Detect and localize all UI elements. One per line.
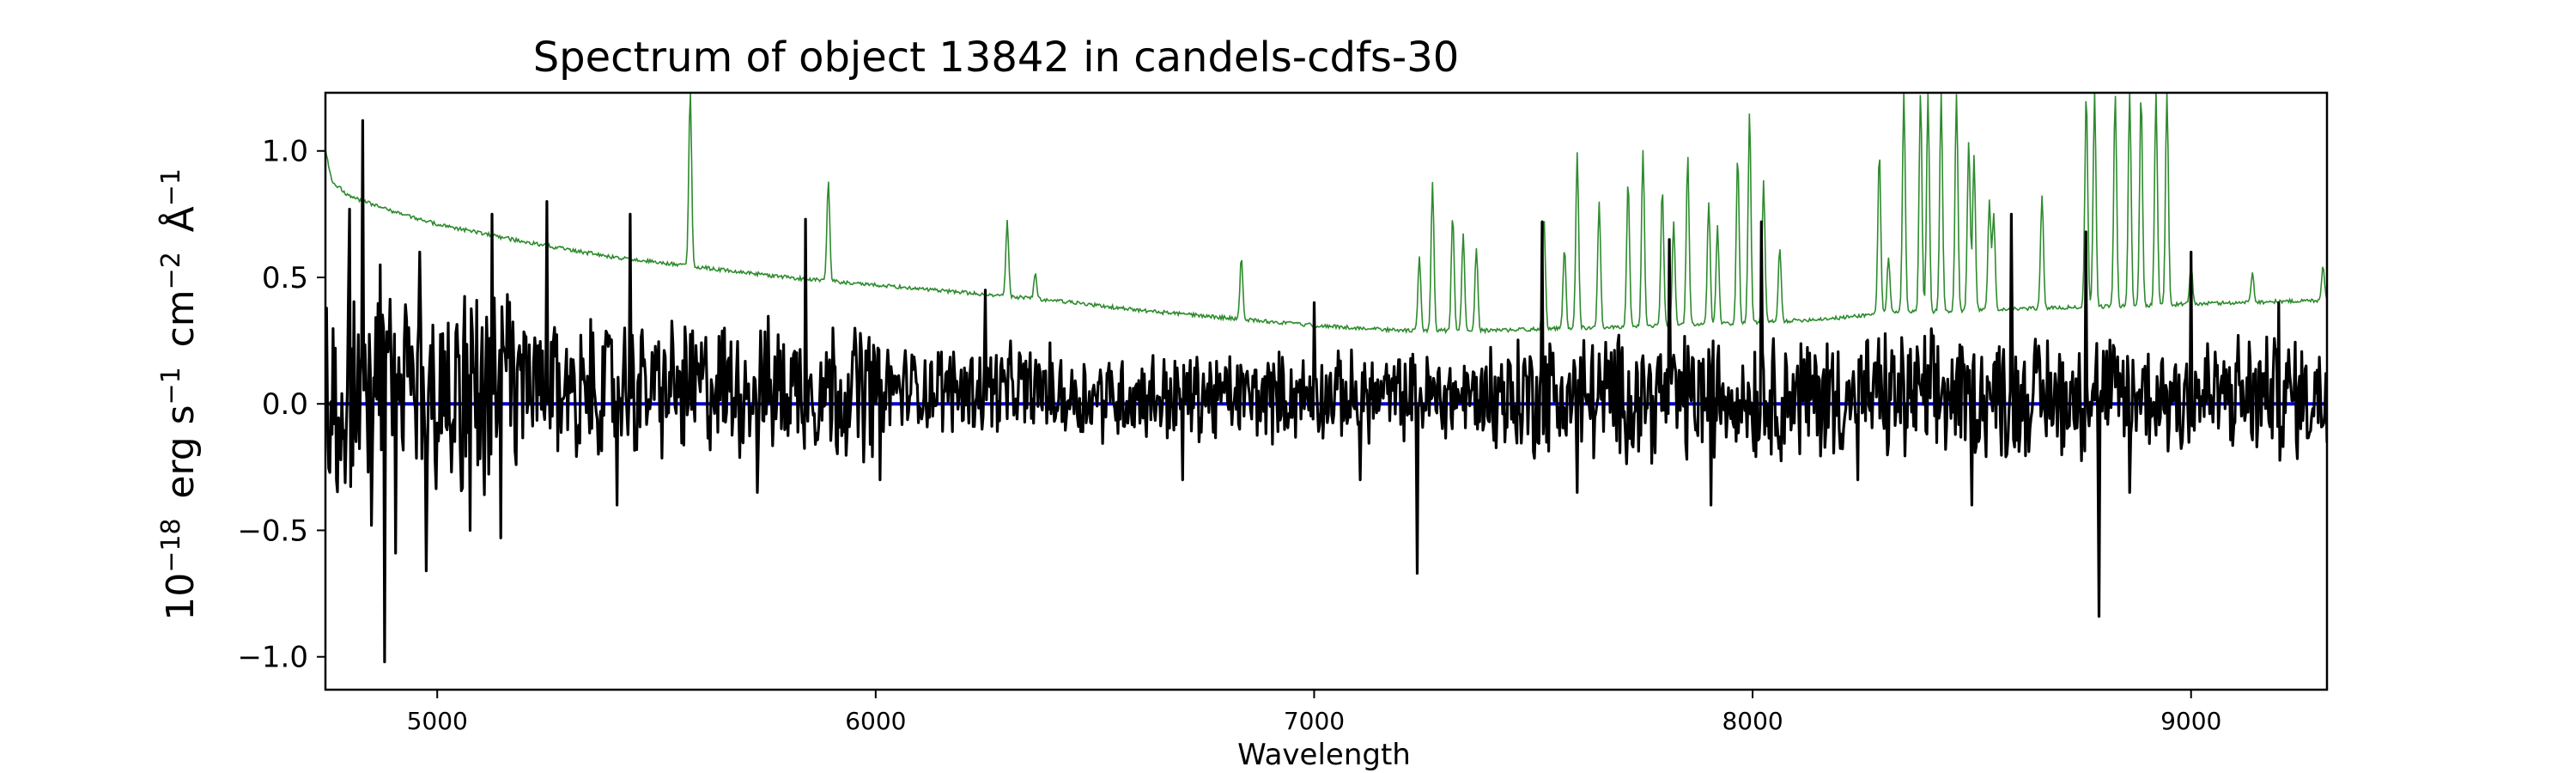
x-tick-label: 5000 <box>407 707 468 735</box>
y-tick-label: 0.5 <box>262 261 308 295</box>
flux-series <box>325 119 2327 664</box>
x-tick-label: 7000 <box>1284 707 1345 735</box>
flux-spectrum-line <box>325 119 2327 664</box>
x-tick-label: 8000 <box>1722 707 1783 735</box>
y-tick-label: −0.5 <box>237 514 308 548</box>
x-tick-label: 9000 <box>2160 707 2221 735</box>
y-tick-label: −1.0 <box>237 641 308 675</box>
error-spectrum-line <box>325 93 2327 335</box>
y-tick-label: 1.0 <box>262 135 308 169</box>
y-axis-ticks: 1.0 0.5 0.0 −0.5 −1.0 <box>237 135 325 675</box>
y-axis-label: 10−18 erg s−1 cm−2 Å−1 <box>156 161 203 621</box>
x-tick-label: 6000 <box>845 707 906 735</box>
x-axis-ticks: 5000 6000 7000 8000 9000 <box>407 690 2221 735</box>
chart-title: Spectrum of object 13842 in candels-cdfs… <box>533 33 1460 82</box>
y-tick-label: 0.0 <box>262 387 308 422</box>
plot-frame <box>324 91 2329 691</box>
plot-area <box>325 93 2327 664</box>
x-axis-label: Wavelength <box>1237 738 1411 772</box>
error-series <box>325 93 2327 335</box>
